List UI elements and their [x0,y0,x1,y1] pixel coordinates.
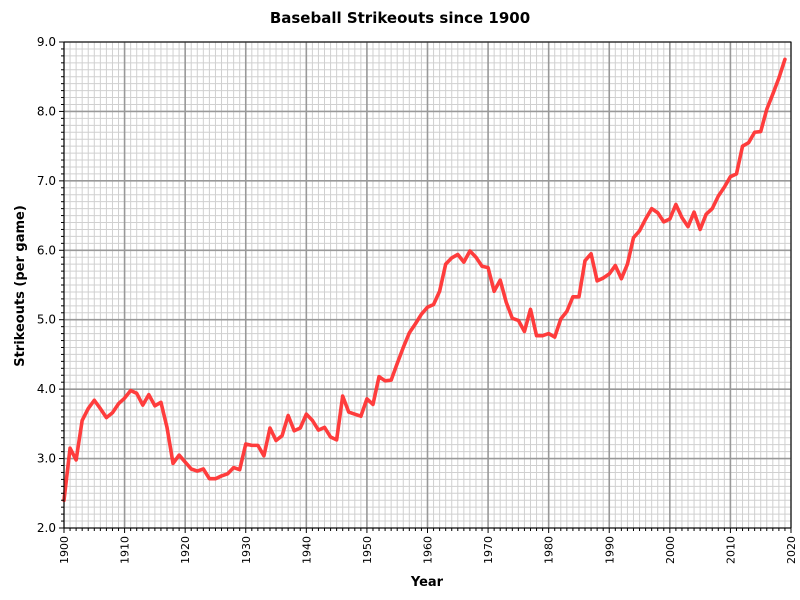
major-gridlines [63,41,792,529]
y-tick-label: 5.0 [37,313,56,327]
x-tick-label: 1970 [482,536,495,564]
series-layer [62,57,787,503]
y-tick-label: 8.0 [37,104,56,118]
x-tick-label: 1950 [361,536,374,564]
x-tick-label: 1980 [543,536,556,564]
y-tick-label: 3.0 [37,452,56,466]
x-tick-label: 1920 [179,536,192,564]
x-tick-label: 2020 [785,536,798,564]
x-tick-label: 1940 [300,536,313,564]
chart-title: Baseball Strikeouts since 1900 [270,9,530,27]
y-tick-label: 6.0 [37,243,56,257]
x-tick-label: 1960 [422,536,435,564]
y-axis-label: Strikeouts (per game) [13,205,28,367]
y-tick-label: 9.0 [37,35,56,49]
y-tick-label: 4.0 [37,382,56,396]
ticks-layer: 1900 1910 1920 1930 1940 1950 1960 1970 1980 1990… [37,35,798,564]
x-tick-label: 1990 [603,536,616,564]
x-tick-label: 1930 [240,536,253,564]
x-axis-label: Year [410,575,444,590]
x-tick-label: 2000 [664,536,677,564]
x-tick-label: 2010 [724,536,737,564]
labels-layer: Baseball Strikeouts since 1900 Year Stri… [13,9,530,590]
y-tick-label: 7.0 [37,174,56,188]
y-tick-label: 2.0 [37,521,56,535]
x-tick-label: 1900 [58,536,71,564]
x-tick-label: 1910 [119,536,132,564]
series-line-0 [62,57,787,503]
